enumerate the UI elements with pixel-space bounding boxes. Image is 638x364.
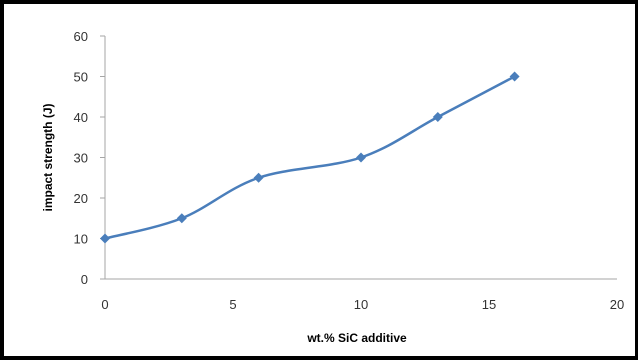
- y-tick-label: 30: [74, 151, 88, 166]
- y-tick-label: 40: [74, 110, 88, 125]
- series-line: [104, 75, 516, 240]
- data-point-marker: [509, 71, 520, 82]
- x-tick-label: 10: [354, 297, 368, 312]
- series-markers: [100, 71, 520, 244]
- data-point-marker: [356, 152, 366, 163]
- y-tick-label: 0: [81, 272, 88, 287]
- x-tick-label: 20: [610, 297, 624, 312]
- y-tick-label: 50: [74, 70, 88, 85]
- y-tick-label: 60: [74, 29, 88, 44]
- x-axis-title: wt.% SiC additive: [306, 331, 407, 345]
- x-tick-label: 15: [482, 297, 496, 312]
- y-tick-label: 10: [74, 232, 88, 247]
- line-chart: 0 10 20 30 40 50 60 0 5 10 15 20 wt.% SiC additive…: [41, 29, 624, 345]
- x-tick-labels: 0 5 10 15 20: [101, 297, 624, 312]
- data-point-marker: [432, 112, 443, 122]
- y-axis-title: impact strength (J): [41, 103, 55, 211]
- data-point-marker: [100, 233, 110, 244]
- y-tick-labels: 0 10 20 30 40 50 60: [74, 29, 105, 287]
- data-point-marker: [253, 172, 264, 183]
- y-tick-label: 20: [74, 191, 88, 206]
- x-tick-label: 5: [229, 297, 236, 312]
- x-tick-label: 0: [101, 297, 108, 312]
- data-point-marker: [176, 213, 187, 224]
